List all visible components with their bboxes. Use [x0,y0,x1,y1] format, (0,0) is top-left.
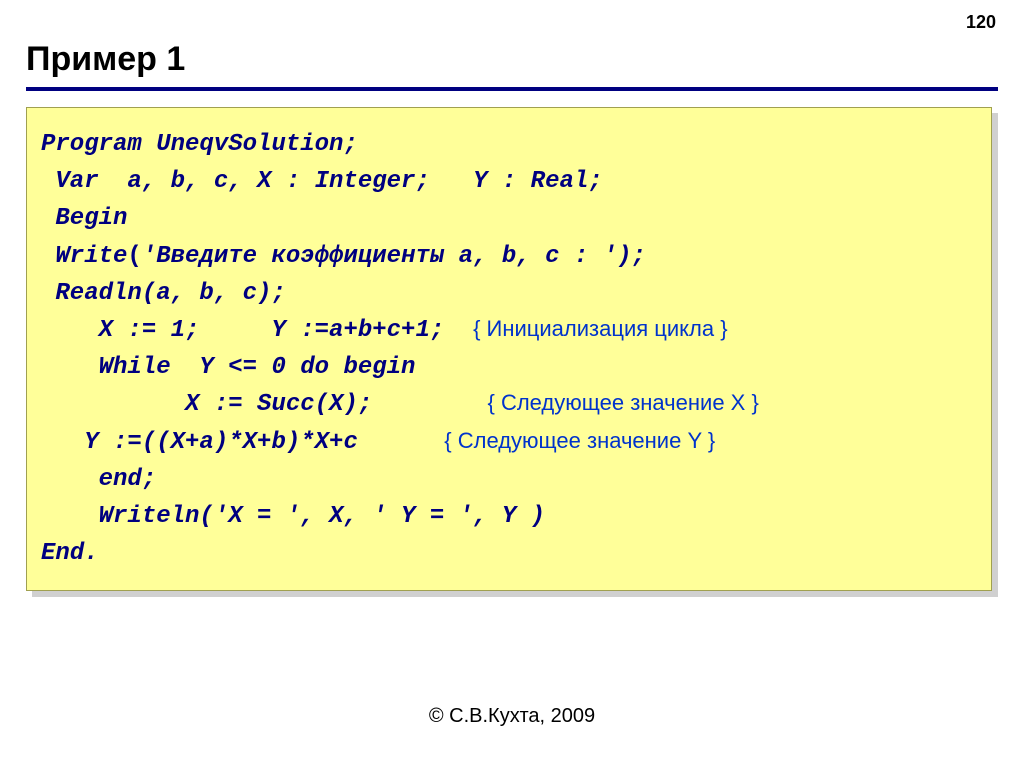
code-line: X := 1; Y :=a+b+c+1; { Инициализация цик… [41,312,977,349]
code-line: While Y <= 0 do begin [41,349,977,386]
code-text: 'Введите коэффициенты a, b, c : '); [142,243,646,270]
code-text: X := Succ(X); [41,391,487,418]
code-text: X := 1; Y :=a+b+c+1; [41,317,473,344]
code-line: Begin [41,200,977,237]
code-text: Write [41,243,127,270]
code-comment: { Следующее значение Х } [487,390,758,415]
slide-content: Пример 1 Program UneqvSolution; Var a, b… [0,0,1024,597]
slide-title: Пример 1 [26,40,998,79]
code-line: X := Succ(X); { Следующее значение Х } [41,386,977,423]
code-text: Y :=((X+a)*X+b)*X+c [41,429,444,456]
page-number: 120 [966,12,996,33]
code-text: ( [127,243,141,270]
footer-copyright: © С.В.Кухта, 2009 [0,705,1024,728]
title-rule [26,87,998,91]
code-line: End. [41,535,977,572]
code-line: Write('Введите коэффициенты a, b, c : ')… [41,238,977,275]
code-box-shadow: Program UneqvSolution; Var a, b, c, X : … [32,113,998,597]
code-line: Program UneqvSolution; [41,126,977,163]
code-line: end; [41,461,977,498]
code-comment: { Инициализация цикла } [473,316,728,341]
code-comment: { Следующее значение Y } [444,428,715,453]
code-line: Writeln('X = ', X, ' Y = ', Y ) [41,498,977,535]
code-line: Var a, b, c, X : Integer; Y : Real; [41,163,977,200]
code-line: Readln(a, b, c); [41,275,977,312]
code-block: Program UneqvSolution; Var a, b, c, X : … [26,107,992,591]
code-line: Y :=((X+a)*X+b)*X+c { Следующее значение… [41,424,977,461]
